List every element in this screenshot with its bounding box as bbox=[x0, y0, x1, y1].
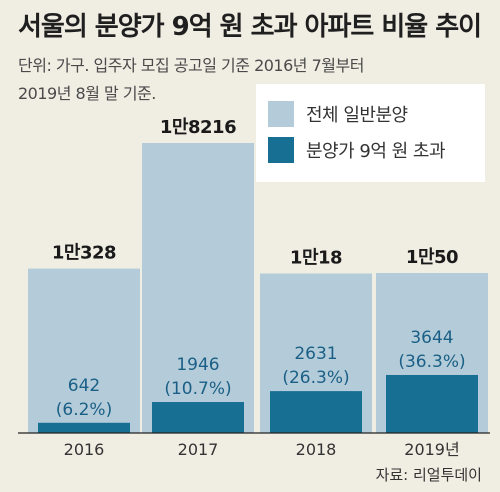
bar-over9-1 bbox=[152, 402, 244, 433]
year-tick-label-2: 2018 bbox=[296, 440, 337, 459]
year-tick-label-0: 2016 bbox=[64, 440, 105, 459]
bar-over9-3 bbox=[386, 374, 478, 433]
bar-total-0 bbox=[28, 268, 140, 433]
legend-item-total: 전체 일반분양 bbox=[268, 96, 473, 132]
legend-item-over9: 분양가 9억 원 초과 bbox=[268, 132, 473, 168]
bar-over9-2 bbox=[270, 391, 362, 433]
legend-label-over9: 분양가 9억 원 초과 bbox=[306, 141, 446, 162]
unit-note-line2: 2019년 8월 말 기준. bbox=[18, 84, 156, 103]
bar-over9-0 bbox=[38, 422, 130, 433]
over9-value-label-0: 642 bbox=[68, 376, 100, 396]
legend-label-total: 전체 일반분양 bbox=[306, 105, 408, 126]
over9-percent-label-2: (26.3%) bbox=[282, 368, 349, 388]
over9-value-label-1: 1946 bbox=[176, 355, 219, 375]
total-value-label-2: 1만18 bbox=[290, 248, 342, 269]
year-tick-label-3: 2019년 bbox=[404, 440, 459, 459]
total-value-label-1: 1만8216 bbox=[160, 117, 236, 138]
legend-swatch-over9 bbox=[268, 137, 294, 163]
over9-percent-label-3: (36.3%) bbox=[398, 352, 465, 372]
year-tick-label-1: 2017 bbox=[178, 440, 219, 459]
unit-note-line1: 단위: 가구. 입주자 모집 공고일 기준 2016년 7월부터 bbox=[18, 56, 364, 75]
legend-swatch-total bbox=[268, 101, 294, 127]
chart-legend: 전체 일반분양 분양가 9억 원 초과 bbox=[256, 84, 485, 182]
total-value-label-0: 1만328 bbox=[52, 243, 116, 264]
source-note: 자료: 리얼투데이 bbox=[375, 466, 482, 484]
over9-percent-label-1: (10.7%) bbox=[164, 379, 231, 399]
over9-percent-label-0: (6.2%) bbox=[56, 400, 112, 420]
over9-value-label-2: 2631 bbox=[294, 344, 337, 364]
bar-total-1 bbox=[142, 143, 254, 433]
over9-value-label-3: 3644 bbox=[410, 328, 453, 348]
total-value-label-3: 1만50 bbox=[406, 247, 458, 268]
chart-title: 서울의 분양가 9억 원 초과 아파트 비율 추이 bbox=[18, 12, 482, 42]
